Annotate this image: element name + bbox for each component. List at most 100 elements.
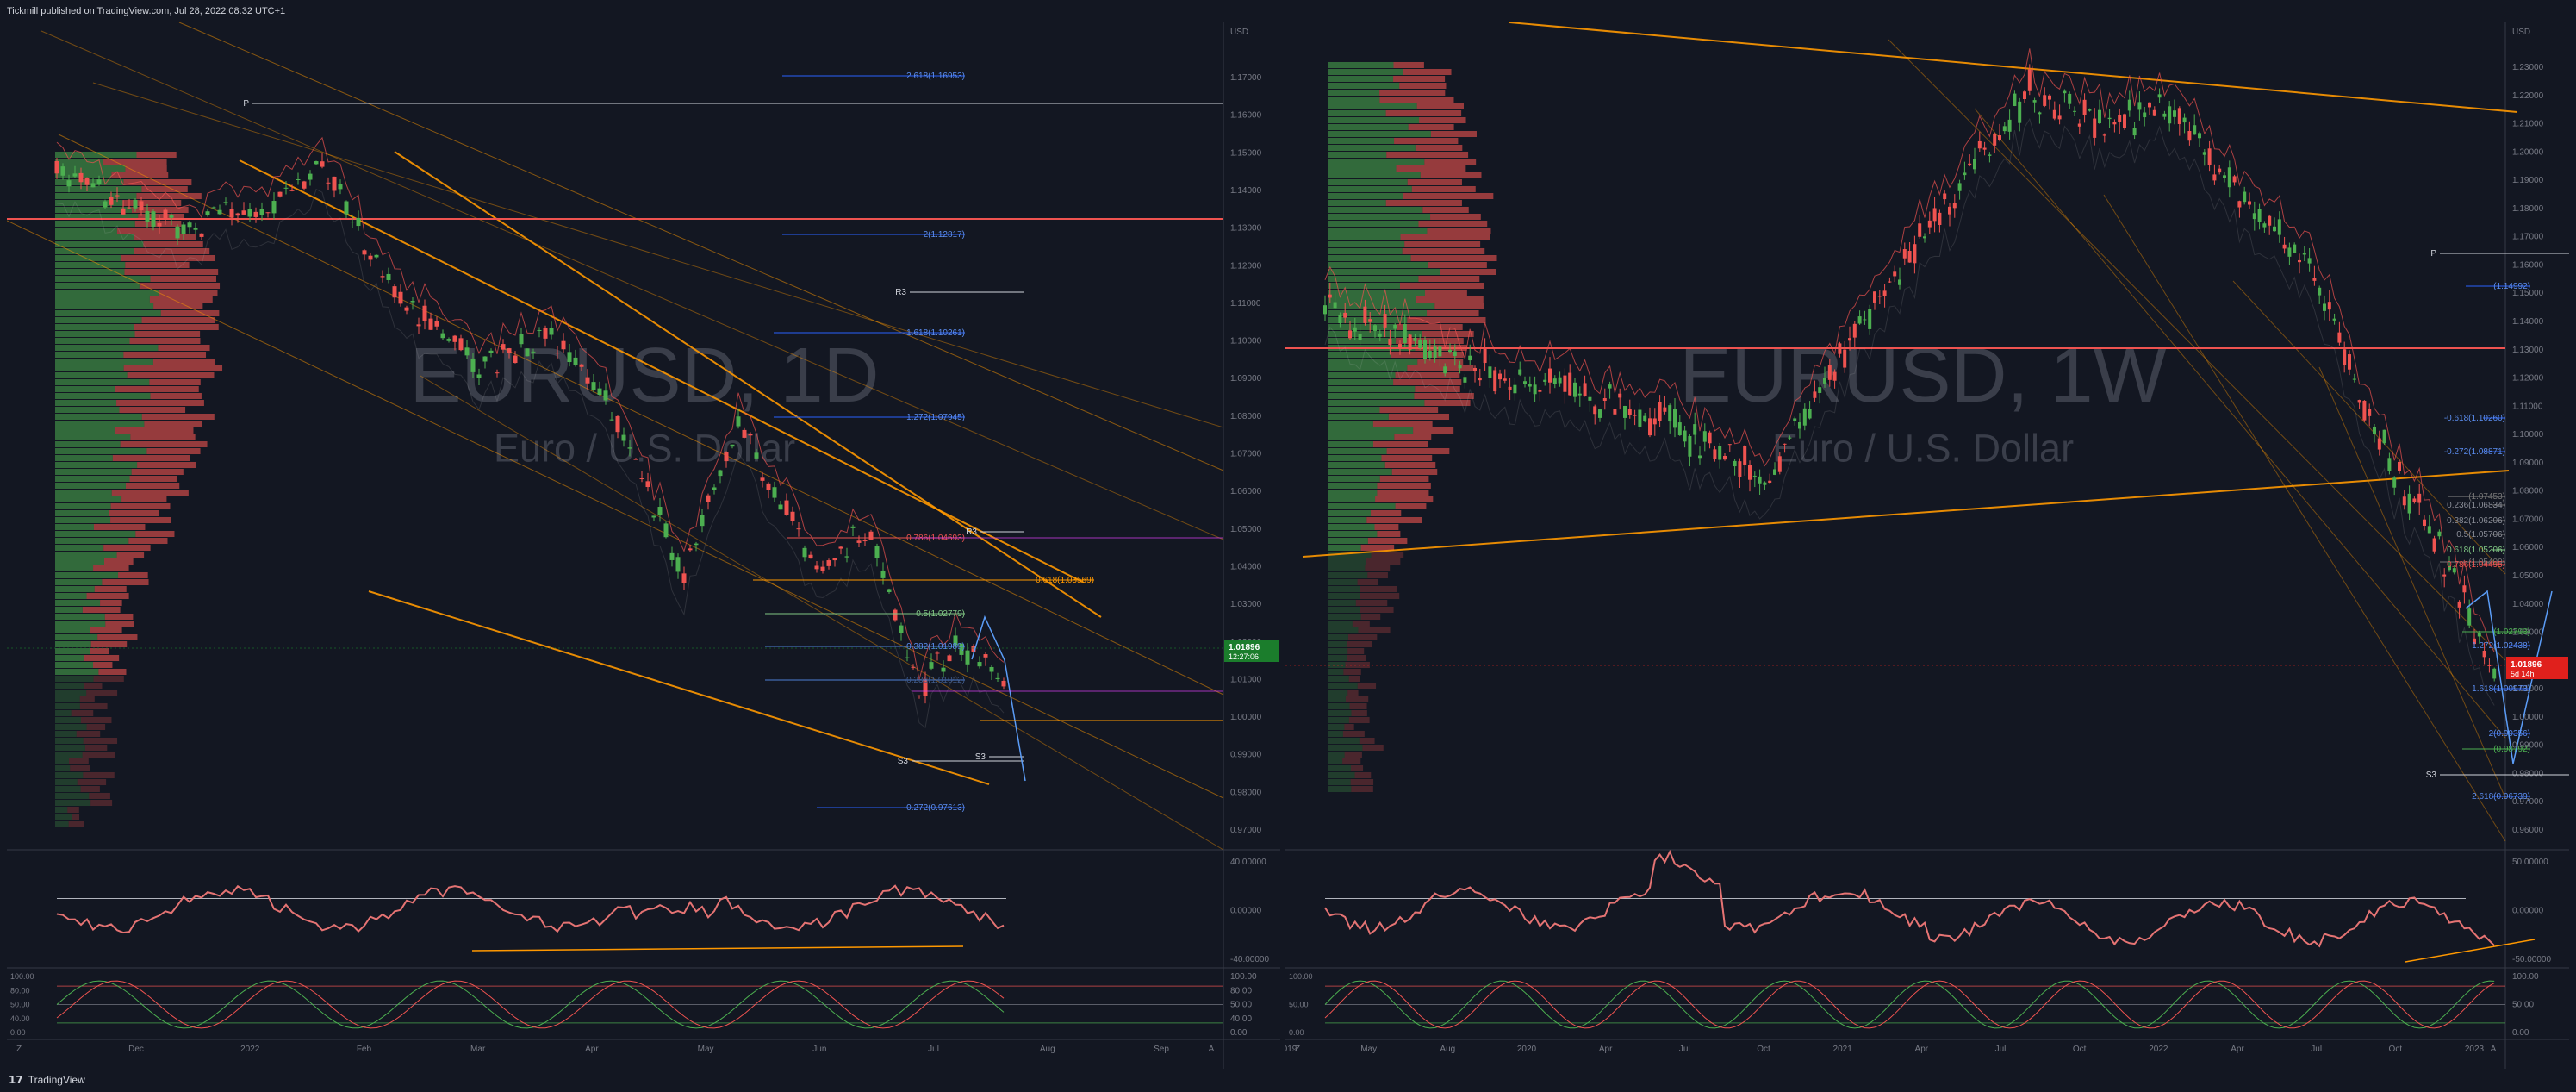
volume-profile-up — [1328, 145, 1416, 151]
volume-profile-up — [1328, 524, 1375, 530]
candle-body — [543, 328, 548, 339]
volume-profile-up — [1328, 558, 1366, 565]
bollinger-band-line — [56, 188, 1005, 729]
fib-level-label: 1.272(1.07945) — [906, 413, 965, 422]
volume-profile-up — [1328, 241, 1405, 247]
volume-profile-down — [144, 421, 202, 427]
volume-profile-up — [55, 779, 78, 785]
time-tick-label: Apr — [1915, 1045, 1929, 1054]
volume-profile-down — [1393, 62, 1424, 68]
candle-body — [235, 213, 240, 216]
candle-body — [416, 324, 421, 327]
candle-body — [1343, 312, 1347, 318]
time-tick-label: Jul — [1995, 1045, 2007, 1054]
stoch-axis-label-left: 100.00 — [10, 972, 34, 981]
candle-body — [1378, 333, 1382, 337]
candle-body — [1563, 375, 1567, 392]
chart-pane-left[interactable]: EURUSD, 1D Euro / U.S. Dollar USD 1.17000 1.… — [6, 22, 1280, 1069]
candle-body — [265, 212, 271, 214]
fib-level-label: 0.618(1.05206) — [2447, 546, 2505, 555]
candle-body — [814, 565, 819, 570]
chart-right-svg[interactable]: EURUSD, 1W Euro / U.S. Dollar USD 1.23000 1.… — [1283, 22, 2576, 1069]
candle-body — [1723, 455, 1727, 460]
volume-profile-up — [1328, 90, 1380, 96]
volume-profile-up — [1328, 517, 1367, 523]
volume-profile-down — [127, 372, 215, 378]
candle-body — [706, 495, 711, 502]
volume-profile-up — [55, 600, 101, 606]
trend-channel-line — [6, 220, 1224, 799]
volume-profile-down — [134, 248, 210, 254]
candle-body — [277, 191, 283, 197]
volume-profile-up — [55, 758, 70, 764]
pivot-label: S3 — [2426, 771, 2437, 780]
candle-body — [181, 224, 186, 234]
candle-body — [1623, 405, 1627, 418]
candle-body — [1973, 159, 1976, 170]
volume-profile-down — [1393, 379, 1462, 385]
volume-profile-down — [82, 752, 115, 758]
volume-profile-up — [55, 352, 124, 358]
pivot-label: R3 — [895, 288, 906, 297]
volume-profile-up — [1328, 76, 1394, 82]
candle-body — [404, 307, 409, 311]
volume-profile-down — [1351, 786, 1373, 792]
candle-body — [513, 355, 518, 364]
volume-profile-down — [141, 317, 215, 323]
candle-body — [2013, 93, 2017, 106]
candle-body — [2432, 538, 2436, 552]
tradingview-logo[interactable]: 17 TradingView — [9, 1069, 85, 1092]
candle-body — [609, 419, 614, 421]
candle-body — [356, 217, 361, 227]
candle-body — [121, 208, 126, 215]
candle-body — [2002, 126, 2007, 132]
candle-body — [1823, 378, 1826, 384]
time-tick-label: 2020 — [1517, 1045, 1537, 1054]
candle-body — [573, 357, 578, 365]
candle-body — [2237, 201, 2242, 208]
volume-profile-down — [128, 538, 168, 544]
candle-body — [1593, 406, 1597, 415]
corner-label-a: A — [1209, 1045, 1215, 1054]
candle-body — [2448, 565, 2451, 571]
volume-profile-up — [1328, 138, 1395, 144]
volume-profile-up — [1328, 407, 1380, 413]
last-price-value: 1.01896 — [1229, 643, 1260, 652]
candle-body — [1613, 409, 1617, 415]
volume-profile-down — [90, 648, 109, 654]
candle-body — [1808, 409, 1812, 419]
candle-body — [2018, 101, 2022, 123]
price-tick-label: 0.97000 — [2512, 797, 2544, 807]
volume-profile-up — [55, 648, 90, 654]
candle-body — [2137, 102, 2142, 110]
volume-profile-down — [1413, 427, 1454, 434]
volume-profile-up — [1328, 455, 1382, 461]
candle-body — [1993, 133, 1997, 146]
volume-profile-down — [1379, 90, 1446, 96]
volume-profile-down — [1347, 641, 1372, 647]
candle-body — [820, 566, 825, 571]
volume-profile-up — [1328, 276, 1419, 282]
volume-profile-up — [55, 207, 132, 213]
volume-profile-up — [55, 193, 137, 199]
candle-body — [2088, 109, 2092, 111]
candle-body — [766, 483, 771, 490]
volume-profile-up — [55, 627, 90, 633]
volume-profile-down — [1367, 572, 1388, 578]
candle-body — [193, 228, 198, 230]
trend-channel-line — [2232, 280, 2506, 575]
time-tick-label: 2022 — [2149, 1045, 2168, 1054]
stoch-axis-label-left: 40.00 — [10, 1014, 30, 1023]
candle-body — [2152, 109, 2156, 116]
time-tick-label: Oct — [2073, 1045, 2087, 1054]
volume-profile-up — [55, 407, 120, 413]
candle-body — [1788, 437, 1792, 439]
candle-body — [1898, 279, 1901, 285]
fib-level-label: 1.618(1.00973) — [2472, 684, 2530, 694]
volume-profile-down — [102, 579, 149, 585]
candle-body — [2198, 133, 2201, 139]
volume-profile-up — [1328, 179, 1408, 185]
volume-profile-down — [120, 441, 208, 447]
chart-pane-right[interactable]: EURUSD, 1W Euro / U.S. Dollar USD 1.23000 1.… — [1283, 22, 2576, 1069]
